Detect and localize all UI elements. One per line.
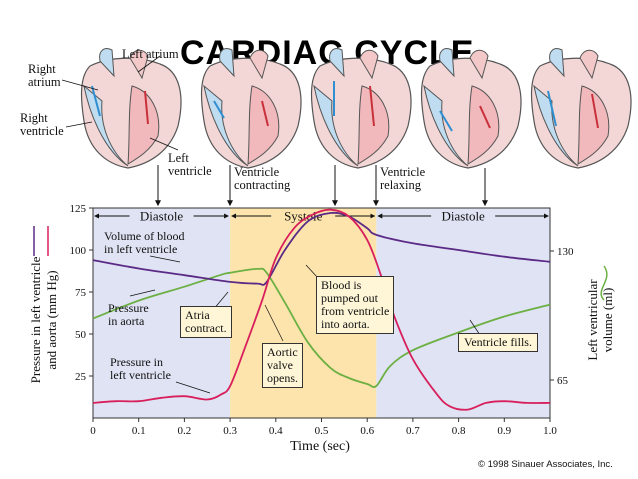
y-left-tick-label: 100 bbox=[70, 245, 87, 257]
annotation-aortic-valve: Aortic valve opens. bbox=[262, 343, 303, 388]
series-line-aortic-pressure bbox=[92, 211, 551, 286]
annotation-aortic-valve-line-3: opens. bbox=[267, 371, 298, 385]
label-left-ventricle-line-2: ventricle bbox=[168, 164, 212, 178]
annotation-pressure-lv-line-1: Pressure in bbox=[110, 355, 163, 369]
y-left-tick-label: 125 bbox=[70, 203, 87, 215]
y-axis-right-label-line-2: volume (ml) bbox=[600, 288, 615, 353]
label-ventricle-relaxing: Ventricle relaxing bbox=[380, 166, 425, 192]
y-right-tick-label: 65 bbox=[557, 375, 569, 387]
x-tick-label: 0 bbox=[90, 425, 96, 437]
heart-diagram-3 bbox=[310, 48, 412, 169]
annotation-blood-pumped-line-2: pumped out bbox=[321, 291, 378, 305]
x-tick-label: 0.2 bbox=[178, 425, 192, 437]
phase-label-systole-2: Systole bbox=[284, 209, 323, 224]
copyright-notice: © 1998 Sinauer Associates, Inc. bbox=[478, 459, 613, 470]
y-axis-left-label-line-1: Pressure in left ventricle bbox=[28, 256, 43, 383]
annotation-pressure-aorta-line-1: Pressure bbox=[108, 301, 149, 315]
series-line-lv-pressure bbox=[92, 208, 551, 411]
y-axis-left: 25 50 75 100 125 bbox=[70, 203, 93, 383]
heart-illustrations bbox=[80, 48, 632, 169]
annotation-volume-line-1: Volume of blood bbox=[104, 229, 185, 243]
label-right-atrium-line-2: atrium bbox=[28, 75, 61, 89]
y-left-tick-label: 50 bbox=[75, 329, 87, 341]
annotation-aortic-valve-line-1: Aortic bbox=[267, 345, 298, 359]
x-tick-label: 0.1 bbox=[132, 425, 146, 437]
label-ventricle-relaxing-line-2: relaxing bbox=[380, 178, 421, 192]
label-ventricle-contracting-line-2: contracting bbox=[234, 178, 291, 192]
annotation-aortic-valve-line-2: valve bbox=[267, 358, 293, 372]
stage-arrows bbox=[155, 165, 488, 207]
annotation-pressure-aorta: Pressure in aorta bbox=[108, 302, 149, 328]
y-right-tick-label: 130 bbox=[557, 246, 574, 258]
label-right-atrium-line-1: Right bbox=[28, 62, 56, 76]
x-tick-label: 0.3 bbox=[223, 425, 237, 437]
x-axis: 0 0.1 0.2 0.3 0.4 0.5 0.6 0.7 0.8 0.9 1.0 bbox=[90, 418, 557, 437]
label-right-ventricle-line-2: ventricle bbox=[20, 124, 64, 138]
annotation-blood-pumped-line-3: from ventricle bbox=[321, 304, 390, 318]
annotation-volume-line-2: in left ventricle bbox=[104, 242, 178, 256]
annotation-atria-contract-line-1: Atria bbox=[185, 308, 210, 322]
annotation-atria-contract: Atria contract. bbox=[180, 306, 232, 338]
annotation-pressure-lv: Pressure in left ventricle bbox=[110, 356, 171, 382]
x-tick-label: 0.4 bbox=[269, 425, 283, 437]
label-ventricle-contracting: Ventricle contracting bbox=[234, 166, 290, 192]
label-left-atrium: Left atrium bbox=[122, 47, 179, 61]
x-axis-label: Time (sec) bbox=[290, 439, 350, 454]
phase-label-diastole-1: Diastole bbox=[140, 209, 184, 224]
y-left-tick-label: 25 bbox=[75, 371, 87, 383]
annotation-ventricle-fills: Ventricle fills. bbox=[458, 333, 538, 352]
y-left-tick-label: 75 bbox=[75, 287, 87, 299]
x-tick-label: 0.5 bbox=[315, 425, 329, 437]
y-axis-right-label-line-1: Left ventricular bbox=[585, 279, 600, 361]
heart-diagram-2 bbox=[200, 48, 302, 169]
phase-headers: Diastole Systole Diastole bbox=[94, 209, 549, 224]
right-axis-key-volume bbox=[600, 265, 608, 301]
y-axis-left-label-line-2: and aorta (mm Hg) bbox=[44, 270, 59, 369]
annotation-blood-pumped: Blood is pumped out from ventricle into … bbox=[316, 276, 395, 334]
label-left-ventricle-line-1: Left bbox=[168, 151, 189, 165]
label-right-ventricle: Right ventricle bbox=[20, 112, 64, 138]
heart-diagram-4 bbox=[420, 48, 522, 169]
label-left-ventricle: Left ventricle bbox=[168, 152, 212, 178]
diastole-background-2 bbox=[376, 208, 550, 418]
phase-label-diastole-3: Diastole bbox=[442, 209, 486, 224]
label-right-atrium: Right atrium bbox=[28, 63, 61, 89]
label-ventricle-relaxing-line-1: Ventricle bbox=[380, 165, 426, 179]
y-axis-right: 65 130 bbox=[550, 246, 574, 387]
heart-diagram-5 bbox=[530, 48, 632, 169]
x-tick-label: 1.0 bbox=[543, 425, 557, 437]
annotation-pressure-lv-line-2: left ventricle bbox=[110, 368, 171, 382]
label-ventricle-contracting-line-1: Ventricle bbox=[234, 165, 280, 179]
annotation-volume: Volume of blood in left ventricle bbox=[104, 230, 184, 256]
annotation-atria-contract-line-2: contract. bbox=[185, 321, 227, 335]
series-group bbox=[92, 208, 551, 411]
annotation-pressure-aorta-line-2: in aorta bbox=[108, 314, 145, 328]
x-tick-label: 0.9 bbox=[497, 425, 511, 437]
x-tick-label: 0.8 bbox=[452, 425, 466, 437]
heart-label-leaders bbox=[61, 55, 179, 151]
label-right-ventricle-line-1: Right bbox=[20, 111, 48, 125]
annotation-leaders bbox=[129, 255, 481, 394]
x-tick-label: 0.7 bbox=[406, 425, 420, 437]
annotation-blood-pumped-line-1: Blood is bbox=[321, 278, 362, 292]
series-line-lv-volume bbox=[92, 267, 551, 388]
x-tick-label: 0.6 bbox=[360, 425, 374, 437]
heart-diagram-1 bbox=[80, 48, 182, 169]
annotation-blood-pumped-line-4: into aorta. bbox=[321, 317, 370, 331]
